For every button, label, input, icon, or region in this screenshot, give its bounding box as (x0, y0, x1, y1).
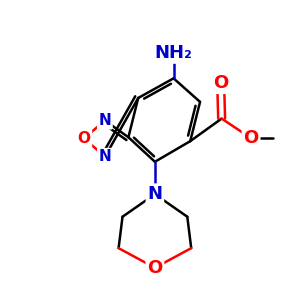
Text: O: O (213, 74, 228, 92)
Text: O: O (147, 259, 163, 277)
Text: O: O (78, 131, 91, 146)
Text: O: O (244, 129, 259, 147)
Text: NH₂: NH₂ (154, 44, 193, 62)
Text: N: N (98, 149, 111, 164)
Text: N: N (147, 185, 162, 203)
Text: N: N (98, 113, 111, 128)
